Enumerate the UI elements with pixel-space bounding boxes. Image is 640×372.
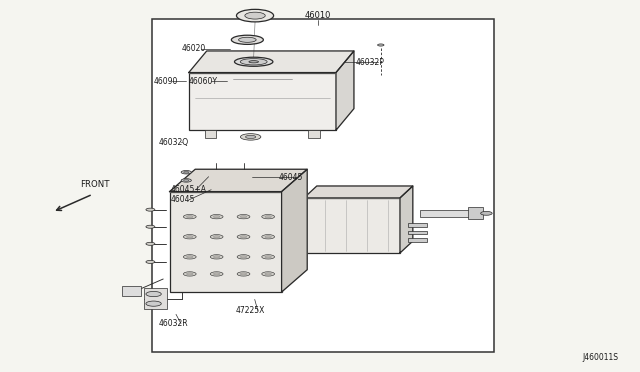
Text: FRONT: FRONT <box>80 180 109 189</box>
Ellipse shape <box>183 272 196 276</box>
Ellipse shape <box>184 171 189 173</box>
Ellipse shape <box>262 255 275 259</box>
Ellipse shape <box>265 236 271 238</box>
Bar <box>205 130 216 138</box>
Text: 46020: 46020 <box>182 44 206 53</box>
Bar <box>308 130 320 138</box>
Ellipse shape <box>262 272 275 276</box>
Text: 46045+A: 46045+A <box>170 185 206 194</box>
Ellipse shape <box>241 134 261 140</box>
Ellipse shape <box>237 255 250 259</box>
Text: J460011S: J460011S <box>583 353 619 362</box>
Bar <box>144 288 167 309</box>
Text: 46032R: 46032R <box>159 319 188 328</box>
Ellipse shape <box>181 170 191 174</box>
Ellipse shape <box>262 215 275 219</box>
Ellipse shape <box>378 44 384 46</box>
Text: 46032P: 46032P <box>356 58 385 67</box>
Ellipse shape <box>187 273 193 275</box>
Polygon shape <box>400 186 413 253</box>
Text: 47225X: 47225X <box>236 306 265 315</box>
Ellipse shape <box>210 235 223 239</box>
Text: 46032Q: 46032Q <box>159 138 189 147</box>
Ellipse shape <box>214 236 220 238</box>
Polygon shape <box>189 51 354 73</box>
Ellipse shape <box>214 216 220 218</box>
Ellipse shape <box>241 236 247 238</box>
Ellipse shape <box>146 291 161 296</box>
Ellipse shape <box>241 273 247 275</box>
Bar <box>408 231 427 234</box>
Text: 46010: 46010 <box>305 11 332 20</box>
Ellipse shape <box>241 216 247 218</box>
Text: 46090: 46090 <box>154 77 178 86</box>
Bar <box>189 73 336 130</box>
Ellipse shape <box>146 225 155 228</box>
Polygon shape <box>170 169 307 192</box>
Ellipse shape <box>236 9 274 22</box>
Ellipse shape <box>265 216 271 218</box>
Ellipse shape <box>183 235 196 239</box>
Ellipse shape <box>246 135 256 138</box>
Ellipse shape <box>237 215 250 219</box>
Ellipse shape <box>146 208 155 211</box>
Polygon shape <box>336 51 354 130</box>
Polygon shape <box>304 186 413 198</box>
Ellipse shape <box>241 256 247 258</box>
Ellipse shape <box>183 215 196 219</box>
Bar <box>122 286 141 296</box>
Ellipse shape <box>181 179 191 182</box>
Ellipse shape <box>214 273 220 275</box>
Ellipse shape <box>231 35 264 44</box>
Ellipse shape <box>249 61 259 63</box>
Ellipse shape <box>146 301 161 306</box>
Ellipse shape <box>234 57 273 66</box>
Bar <box>170 192 282 292</box>
Ellipse shape <box>187 256 193 258</box>
Ellipse shape <box>265 256 271 258</box>
Ellipse shape <box>265 273 271 275</box>
Bar <box>408 238 427 242</box>
Ellipse shape <box>146 260 155 263</box>
Ellipse shape <box>210 272 223 276</box>
Bar <box>468 207 483 219</box>
Ellipse shape <box>239 37 256 42</box>
Ellipse shape <box>183 255 196 259</box>
Ellipse shape <box>187 236 193 238</box>
Ellipse shape <box>245 12 265 19</box>
Ellipse shape <box>214 256 220 258</box>
Ellipse shape <box>262 235 275 239</box>
Ellipse shape <box>187 216 193 218</box>
Ellipse shape <box>237 272 250 276</box>
Bar <box>408 223 427 227</box>
Ellipse shape <box>210 215 223 219</box>
Text: 46045: 46045 <box>278 173 303 182</box>
Bar <box>152 19 494 352</box>
Polygon shape <box>282 169 307 292</box>
Ellipse shape <box>240 58 267 65</box>
Ellipse shape <box>237 235 250 239</box>
Bar <box>304 198 400 253</box>
Ellipse shape <box>184 180 189 181</box>
Text: 46045: 46045 <box>170 195 195 204</box>
Text: 46060Y: 46060Y <box>189 77 218 86</box>
Ellipse shape <box>210 255 223 259</box>
Bar <box>420 209 481 217</box>
Ellipse shape <box>146 242 155 245</box>
Ellipse shape <box>481 211 492 215</box>
